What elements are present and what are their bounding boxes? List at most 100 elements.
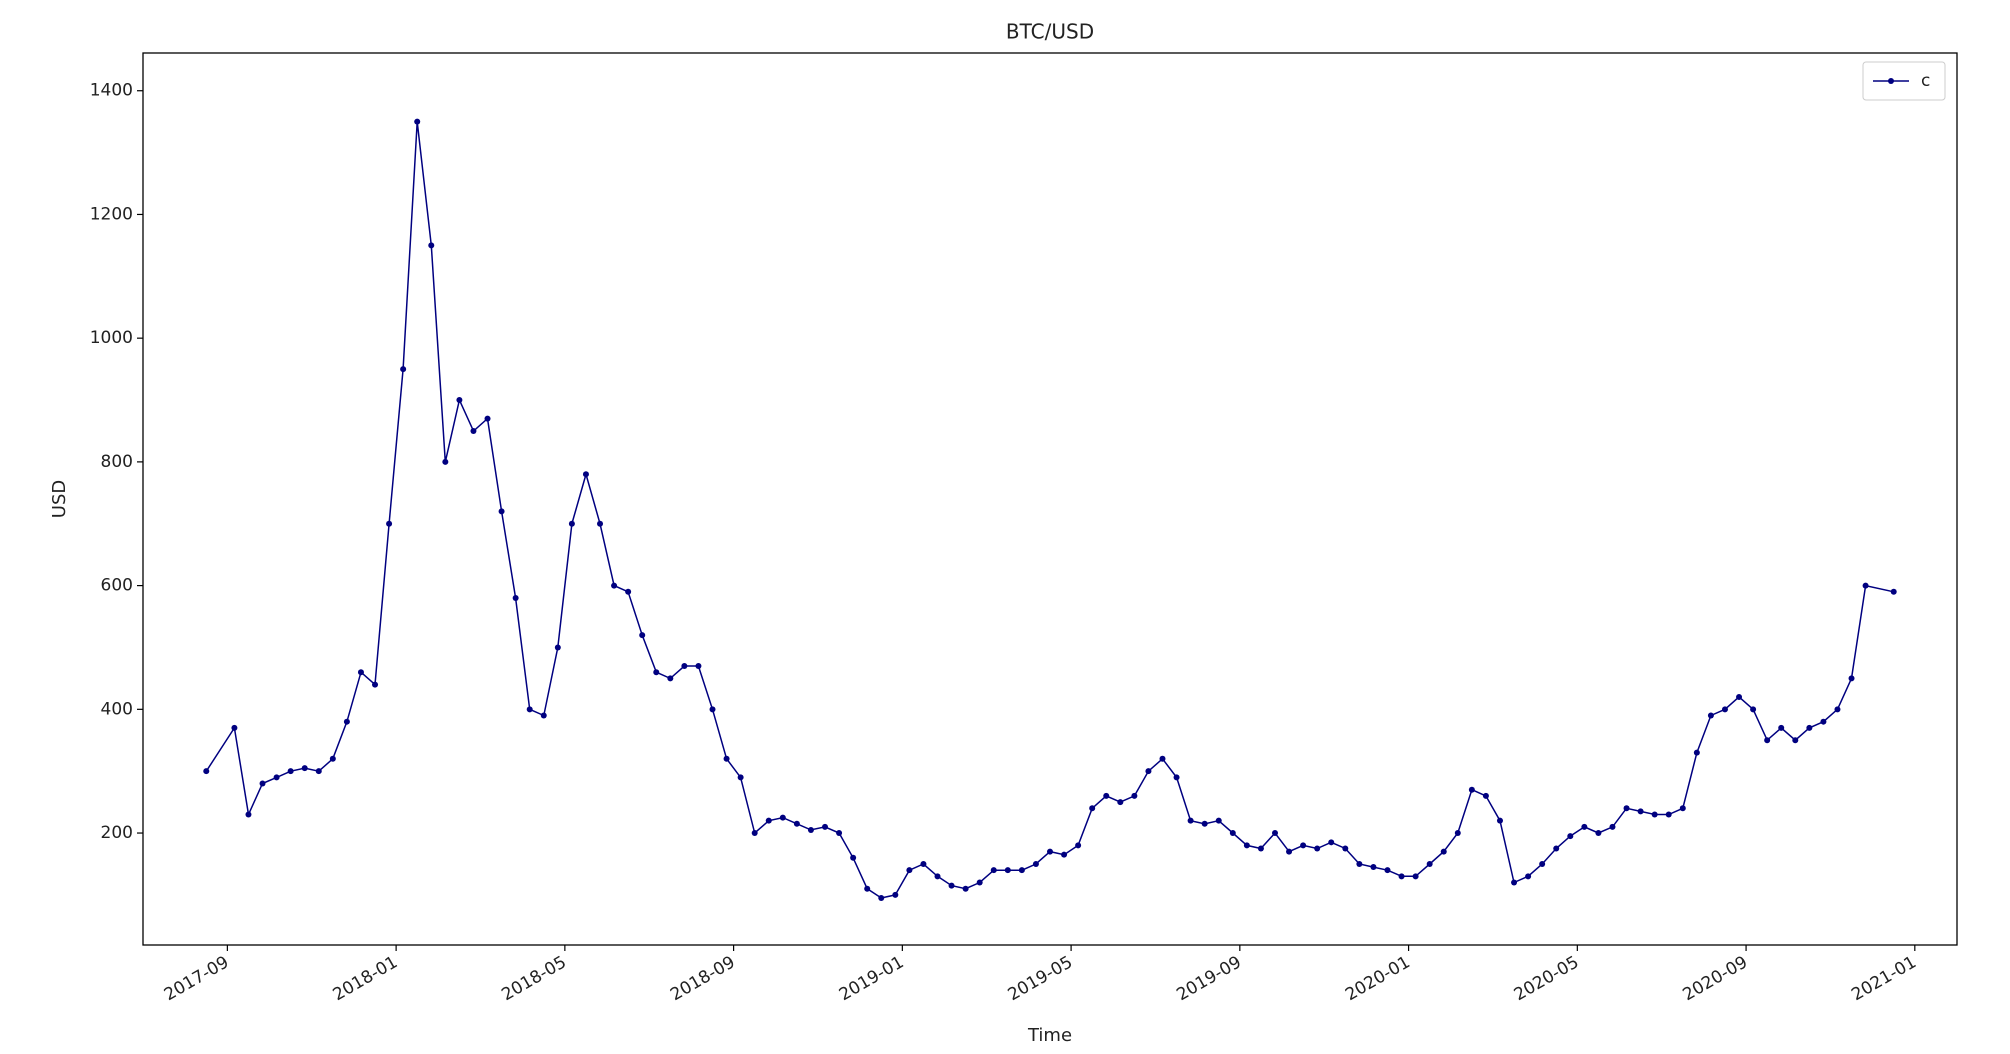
plot-frame (142, 52, 1958, 946)
data-point (287, 768, 294, 775)
data-point (1173, 774, 1180, 781)
chart-title: BTC/USD (1006, 20, 1094, 44)
data-point (203, 768, 210, 775)
data-point (850, 854, 857, 861)
data-point (1286, 848, 1293, 855)
data-point (934, 873, 941, 880)
x-axis-label: Time (1027, 1025, 1072, 1046)
data-point (1426, 860, 1433, 867)
data-point (568, 520, 575, 527)
data-point (1750, 706, 1757, 713)
data-point (1398, 873, 1405, 880)
data-point (1553, 845, 1560, 852)
data-point (315, 768, 322, 775)
y-tick-label: 600 (101, 576, 133, 596)
data-point (1679, 805, 1686, 812)
data-point (1131, 792, 1138, 799)
data-point (1047, 848, 1053, 855)
data-point (1848, 675, 1855, 682)
data-point (329, 755, 336, 762)
data-point (709, 706, 716, 713)
data-point (231, 724, 238, 731)
data-point (1623, 805, 1630, 812)
data-point (1356, 860, 1363, 867)
data-point (751, 830, 758, 837)
data-point (1440, 848, 1447, 855)
data-point (1117, 799, 1124, 806)
data-point (1890, 588, 1897, 595)
data-point (878, 894, 885, 901)
data-point (1103, 792, 1110, 799)
data-point (343, 718, 350, 725)
y-tick-label: 400 (101, 699, 133, 719)
data-point (906, 867, 913, 874)
data-point (512, 594, 519, 601)
data-point (962, 885, 969, 892)
data-point (611, 582, 618, 589)
data-point (625, 588, 632, 595)
data-point (526, 706, 533, 713)
data-point (1525, 873, 1532, 880)
data-point (639, 632, 646, 639)
data-point (1187, 817, 1194, 824)
data-point (723, 755, 730, 762)
y-tick-label: 200 (101, 823, 133, 843)
data-point (1609, 823, 1616, 830)
data-point (372, 681, 379, 688)
data-point (864, 885, 871, 892)
data-point (1792, 737, 1799, 744)
data-point (836, 830, 843, 837)
data-point (597, 520, 604, 527)
data-point (357, 669, 364, 676)
data-point (1539, 860, 1546, 867)
data-point (1061, 851, 1068, 858)
data-point (484, 415, 491, 422)
data-point (1314, 845, 1321, 852)
data-point (765, 817, 772, 824)
data-point (1032, 860, 1039, 867)
data-point (414, 118, 421, 125)
data-point (400, 366, 407, 373)
data-point (1806, 724, 1813, 731)
data-point (667, 675, 674, 682)
data-point (1665, 811, 1672, 818)
data-point (1736, 693, 1743, 700)
data-point (554, 644, 561, 651)
data-point (1778, 724, 1785, 731)
data-point (1328, 839, 1335, 846)
data-point (301, 765, 308, 772)
data-point (948, 882, 955, 889)
data-point (1651, 811, 1658, 818)
data-point (1229, 830, 1236, 837)
data-point (456, 397, 463, 404)
data-point (1412, 873, 1419, 880)
data-point (1004, 867, 1011, 874)
data-point (1159, 755, 1166, 762)
data-point (807, 826, 814, 833)
data-point (1454, 830, 1461, 837)
data-point (793, 820, 800, 827)
y-tick-label: 1200 (90, 204, 133, 224)
data-point (681, 663, 688, 670)
data-point (1300, 842, 1307, 849)
data-point (1215, 817, 1222, 824)
data-point (1342, 845, 1349, 852)
data-point (1496, 817, 1503, 824)
data-point (990, 867, 997, 874)
data-point (386, 520, 393, 527)
data-point (1581, 823, 1588, 830)
data-point (1834, 706, 1841, 713)
data-point (442, 458, 449, 465)
data-point (1201, 820, 1208, 827)
data-point (1820, 718, 1827, 725)
data-point (1089, 805, 1096, 812)
data-point (1511, 879, 1518, 886)
data-point (1764, 737, 1771, 744)
y-tick-label: 1400 (90, 81, 133, 101)
data-point (1862, 582, 1869, 589)
data-point (1243, 842, 1250, 849)
data-point (1075, 842, 1082, 849)
data-point (1271, 830, 1278, 837)
